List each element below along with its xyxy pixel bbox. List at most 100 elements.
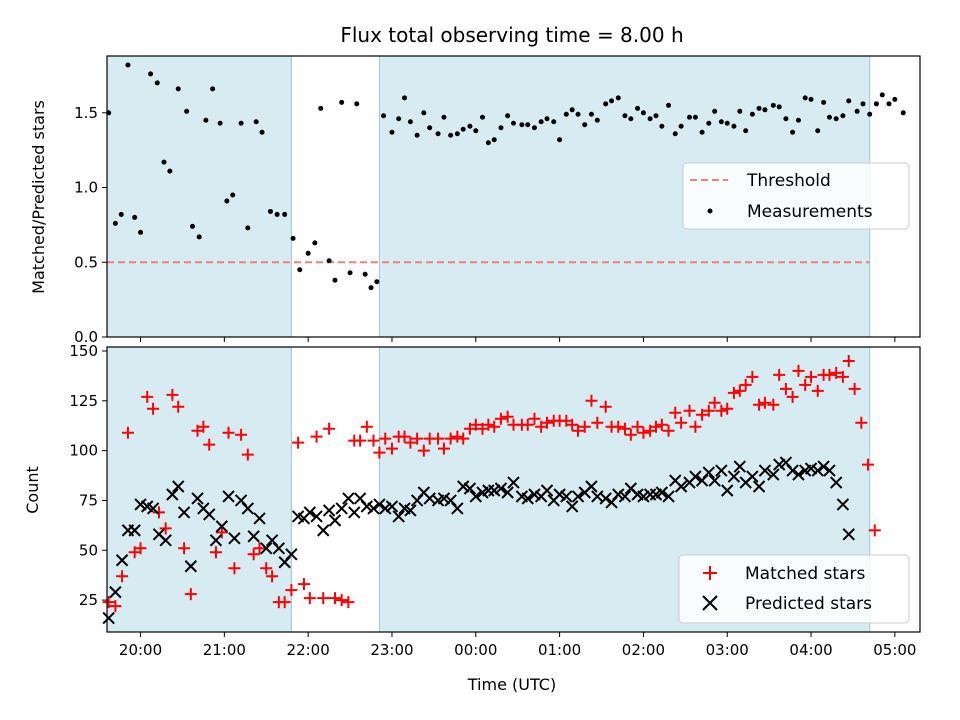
matched-star-point <box>655 418 668 431</box>
predicted-star-point <box>560 490 573 503</box>
matched-star-point <box>303 592 316 605</box>
measurement-point <box>498 125 504 131</box>
bottom-x-ticks: 20:00 21:00 22:00 23:00 00:00 01:00 02:00 03:00… <box>119 632 916 659</box>
predicted-star-point <box>272 542 286 555</box>
predicted-star-point <box>494 482 508 495</box>
predicted-star-point <box>708 474 721 487</box>
measurement-point <box>551 119 557 125</box>
measurement-point <box>175 86 181 92</box>
measurement-point <box>473 128 479 134</box>
shaded-interval <box>106 55 292 338</box>
measurement-point <box>435 131 441 137</box>
measurement-point <box>427 125 433 131</box>
y-tick-label: 0.5 <box>74 253 98 271</box>
matched-star-point <box>285 584 298 597</box>
matched-star-point <box>228 562 241 575</box>
predicted-star-point <box>177 506 191 519</box>
matched-star-point <box>624 428 637 441</box>
matched-star-point <box>836 370 849 383</box>
matched-star-point <box>342 596 355 609</box>
predicted-star-point <box>348 506 361 519</box>
matched-star-point <box>727 386 740 399</box>
measurement-point <box>167 168 173 174</box>
measurement-point <box>196 234 202 240</box>
measurement-point <box>354 101 360 107</box>
measurement-point <box>762 107 768 113</box>
predicted-star-point <box>203 508 216 521</box>
matched-star-point <box>528 412 541 425</box>
predicted-star-point <box>540 484 554 497</box>
matched-stars-points <box>102 354 881 613</box>
matched-star-point <box>317 592 330 605</box>
predicted-star-point <box>228 532 241 545</box>
measurement-point <box>873 101 879 107</box>
measurement-point <box>238 120 244 126</box>
predicted-star-point <box>310 510 323 523</box>
measurement-point <box>609 98 615 104</box>
x-tick-label: 21:00 <box>203 641 246 659</box>
matched-star-point <box>166 388 179 401</box>
chart-title: Flux total observing time = 8.00 h <box>340 23 683 47</box>
legend-measurements-label: Measurements <box>747 202 873 222</box>
predicted-star-point <box>191 492 204 505</box>
predicted-star-point <box>767 468 780 481</box>
legend-threshold-label: Threshold <box>746 171 831 191</box>
matched-star-point <box>683 404 696 417</box>
predicted-star-point <box>115 554 129 567</box>
measurement-point <box>282 211 288 217</box>
matched-star-point <box>172 400 185 413</box>
predicted-star-point <box>159 534 172 547</box>
predicted-star-point <box>599 492 612 505</box>
measurement-point <box>622 113 628 119</box>
measurement-point <box>808 96 814 102</box>
matched-star-point <box>335 594 348 607</box>
measurement-point <box>826 114 832 120</box>
measurement-point <box>678 123 684 129</box>
matched-star-point <box>482 418 495 431</box>
predicted-star-point <box>303 506 317 519</box>
measurement-point <box>833 116 839 122</box>
predicted-star-point <box>823 464 836 477</box>
matched-star-point <box>451 430 464 443</box>
measurement-point <box>441 114 447 120</box>
measurement-point <box>821 99 827 105</box>
measurement-point <box>125 62 131 68</box>
measurement-point <box>724 120 730 126</box>
matched-star-point <box>241 448 254 461</box>
matched-star-point <box>792 364 805 377</box>
matched-star-point <box>404 436 417 449</box>
matched-star-point <box>184 588 197 601</box>
legend-predicted-label: Predicted stars <box>745 594 872 614</box>
measurement-point <box>575 111 581 117</box>
measurement-point <box>245 225 251 231</box>
x-tick-label: 20:00 <box>119 641 162 659</box>
matched-star-point <box>469 418 482 431</box>
matched-star-point <box>855 416 868 429</box>
top-legend-box <box>682 162 910 230</box>
predicted-star-point <box>715 464 728 477</box>
predicted-star-point <box>842 528 855 541</box>
measurement-point <box>402 95 408 101</box>
predicted-star-point <box>689 470 702 483</box>
predicted-star-point <box>501 486 514 499</box>
x-tick-label: 04:00 <box>789 641 832 659</box>
x-tick-label: 05:00 <box>873 641 916 659</box>
predicted-star-point <box>322 504 336 517</box>
measurement-point <box>687 114 693 120</box>
predicted-star-point <box>469 490 482 503</box>
predicted-star-point <box>109 585 122 599</box>
predicted-star-point <box>482 484 495 497</box>
matched-star-point <box>753 398 766 411</box>
matched-star-point <box>116 570 129 583</box>
predicted-star-point <box>662 490 675 503</box>
predicted-star-point <box>521 492 534 505</box>
matched-star-point <box>746 370 759 383</box>
predicted-star-point <box>367 502 380 515</box>
x-tick-label: 03:00 <box>706 641 749 659</box>
measurement-point <box>347 270 353 276</box>
predicted-star-point <box>215 520 229 533</box>
legend-measurements-swatch <box>707 208 713 214</box>
measurement-point <box>737 108 743 114</box>
matched-star-point <box>488 420 501 433</box>
measurement-point <box>900 110 906 116</box>
